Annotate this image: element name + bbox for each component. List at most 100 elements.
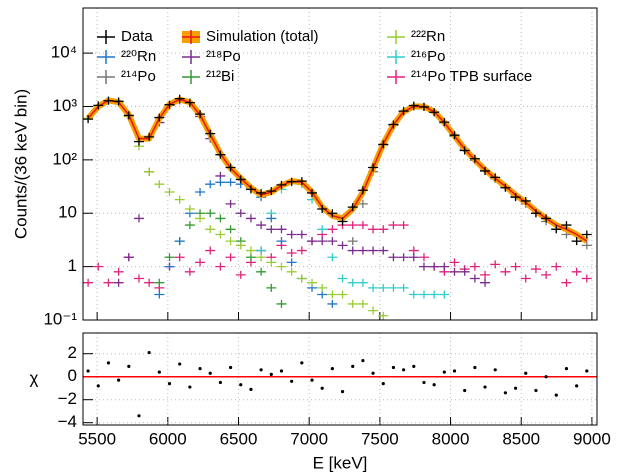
data-point [174, 237, 185, 246]
data-point [266, 214, 277, 223]
data-point [337, 241, 348, 250]
data-point [215, 150, 226, 159]
data-point [490, 173, 501, 182]
data-point [551, 225, 562, 234]
residual-point [208, 371, 212, 375]
y-tick-label: −4 [58, 412, 77, 431]
data-point [215, 178, 226, 187]
data-point [510, 193, 521, 202]
data-point [469, 274, 480, 283]
data-point [337, 217, 348, 226]
legend-item: ²¹²Bi [182, 68, 234, 85]
x-axis-label: E [keV] [313, 453, 368, 472]
data-point [530, 209, 541, 218]
y-tick-label: 10⁴ [51, 43, 77, 62]
data-point [296, 246, 307, 255]
data-point [205, 246, 216, 255]
data-point [123, 253, 134, 262]
data-point [347, 203, 358, 212]
data-point [480, 270, 491, 279]
residual-point [371, 371, 375, 375]
data-point [408, 101, 419, 110]
residual-point [503, 391, 507, 395]
residual-point [198, 367, 202, 371]
data-point [276, 237, 287, 246]
data-point [266, 258, 277, 267]
legend-item: ²¹⁴Po [97, 68, 156, 85]
residual-point [442, 370, 446, 374]
data-point [388, 221, 399, 230]
data-point [215, 214, 226, 223]
data-point [296, 177, 307, 186]
data-point [215, 230, 226, 239]
residual-point [117, 378, 121, 382]
data-point [337, 274, 348, 283]
residual-point [585, 369, 589, 373]
data-point [307, 188, 318, 197]
residual-point [167, 382, 172, 386]
data-point [164, 262, 175, 271]
x-tick-label: 7500 [361, 429, 399, 448]
residual-point [310, 378, 314, 382]
x-tick-label: 8500 [502, 429, 540, 448]
data-point [307, 278, 318, 287]
data-point [235, 175, 246, 184]
residual-point [300, 361, 304, 365]
residual-point [127, 364, 131, 368]
legend-marker [387, 30, 405, 44]
data-point [317, 225, 328, 234]
data-point [418, 262, 429, 271]
data-point [286, 230, 297, 239]
data-point [144, 278, 155, 287]
residual-point [279, 369, 284, 373]
data-point [93, 101, 104, 110]
data-point [327, 253, 338, 262]
data-point [245, 253, 256, 262]
data-point [225, 253, 236, 262]
data-point [378, 140, 389, 149]
data-point [561, 221, 572, 230]
data-point [225, 163, 236, 172]
y-tick-label: 10³ [52, 96, 77, 115]
data-point [480, 278, 491, 287]
residual-point [524, 371, 528, 375]
data-point [347, 221, 358, 230]
residual-point [554, 393, 558, 397]
data-point [357, 199, 368, 208]
residual-point [564, 367, 569, 371]
data-point [378, 311, 389, 320]
data-point [133, 137, 144, 146]
data-point [449, 258, 460, 267]
data-point [459, 267, 470, 276]
residual-point [228, 365, 233, 370]
y-tick-label: 10² [52, 149, 77, 168]
data-point [368, 246, 379, 255]
residual-point [106, 361, 111, 365]
data-point [307, 237, 318, 246]
legend-label: ²²²Rn [411, 28, 445, 45]
x-tick-label: 7000 [290, 429, 328, 448]
data-point [327, 209, 338, 218]
data-point [408, 246, 419, 255]
plot-frame [82, 7, 598, 321]
data-point [113, 278, 124, 287]
data-point [133, 214, 144, 223]
data-point [317, 205, 328, 214]
data-point [245, 246, 256, 255]
data-point [195, 110, 206, 119]
data-point [225, 237, 236, 246]
data-point [388, 253, 399, 262]
data-point [83, 115, 94, 124]
data-point [256, 188, 267, 197]
legend-label: ²¹⁴Po TPB surface [411, 68, 532, 85]
data-point [144, 167, 155, 176]
data-point [357, 186, 368, 195]
data-point [418, 253, 429, 262]
data-point [530, 265, 541, 274]
data-point [449, 267, 460, 276]
data-point [286, 267, 297, 276]
residual-point [463, 388, 467, 393]
residual-point [137, 414, 141, 418]
data-point [317, 237, 328, 246]
